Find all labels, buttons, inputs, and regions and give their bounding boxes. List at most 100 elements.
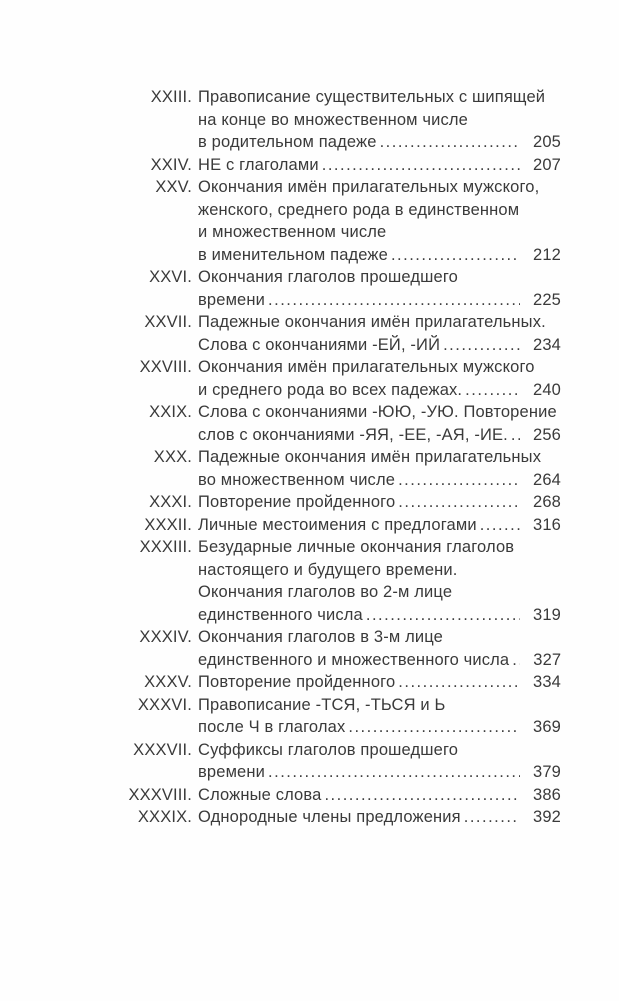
toc-entry-line: Слова с окончаниями -ЮЮ, -УЮ. Повторение (198, 403, 557, 421)
toc-entry: XXXVI. Правописание -ТСЯ, -ТЬСЯ и Ь после … (126, 694, 561, 739)
toc-entry-line-text: Слова с окончаниями -ЕЙ, -ИЙ (198, 335, 441, 354)
toc-entry-line-text: в именительном падеже (198, 245, 388, 264)
toc-entry-page-number: 379 (533, 763, 561, 781)
toc-entry-page-number: 205 (533, 133, 561, 151)
toc-entry-line: Падежные окончания имён прилагательных. (198, 313, 546, 331)
toc-entry-title: Повторение пройденного 268 (198, 491, 561, 514)
toc-entry-line-text: Однородные члены предложения (198, 808, 461, 826)
toc-entry-numeral: XXVII. (144, 313, 192, 331)
dot-leader (380, 131, 520, 154)
toc-entry-page-number: 212 (533, 245, 561, 264)
toc-entry-line: на конце во множественном числе (198, 110, 469, 129)
toc-entry-page-number: 327 (533, 650, 562, 669)
toc-entry-title: Правописание существительных с шипящей на… (198, 86, 561, 154)
toc-entry-page-number: 386 (533, 785, 561, 804)
toc-entry-line: Повторение пройденного 268 (198, 491, 561, 514)
toc-entry-line-text: Сложные слова (198, 785, 322, 804)
toc-entry-page-number: 240 (533, 380, 561, 399)
toc-entry-line: Однородные члены предложения 392 (198, 806, 561, 829)
toc-entry: XXXIII. Безударные личные окончания глаго… (126, 536, 561, 626)
toc-entry-title: Правописание -ТСЯ, -ТЬСЯ и Ь после Ч в гл… (198, 694, 561, 739)
toc-entry-page-number: 319 (533, 605, 561, 624)
toc-entry-line: Окончания глаголов в 3-м лице (198, 628, 444, 646)
toc-entry-line-text: единственного и множественного числа (198, 650, 510, 669)
toc-entry-numeral: XXXIV. (139, 628, 192, 646)
toc-entry: XXVII. Падежные окончания имён прилагател… (126, 311, 561, 356)
toc-entry: XXIV. НЕ с глаголами 207 (126, 154, 561, 177)
toc-entry-numeral: XXIV. (150, 155, 192, 174)
toc-entry-line: Окончания глаголов прошедшего (198, 268, 458, 286)
toc-entry: XXXVII. Суффиксы глаголов прошедшего време… (126, 739, 561, 784)
toc-entry-line: Личные местоимения с предлогами 316 (198, 514, 561, 537)
toc-entry-line-text: Повторение пройденного (198, 493, 396, 511)
dot-leader (391, 244, 520, 267)
toc-entry-line: времени 379 (198, 761, 561, 784)
toc-entry: XXXV. Повторение пройденного 334 (126, 671, 561, 694)
toc-entry-title: Безударные личные окончания глаголов наст… (198, 536, 561, 626)
toc-entry-line: Сложные слова 386 (198, 784, 561, 807)
toc-entry-line: в родительном падеже 205 (198, 131, 561, 154)
toc-entry-line: единственного числа 319 (198, 604, 561, 627)
toc-entry-title: Окончания имён прилагательных мужского и … (198, 356, 561, 401)
toc-entry-page-number: 392 (533, 808, 561, 826)
toc-entry-numeral: XXXVIII. (128, 785, 192, 804)
toc-entry-line-text: во множественном числе (198, 470, 396, 489)
toc-entry: XXVIII. Окончания имён прилагательных муж… (126, 356, 561, 401)
toc-entry-numeral: XXXV. (144, 673, 192, 691)
toc-entry-line-text: слов с окончаниями -ЯЯ, -ЕЕ, -АЯ, -ИЕ. (198, 425, 508, 444)
dot-leader (348, 716, 520, 739)
toc-entry-page-number: 369 (533, 718, 561, 736)
toc-entry: XXXIX. Однородные члены предложения 392 (126, 806, 561, 829)
dot-leader (480, 514, 520, 537)
toc-entry-line: и множественном числе (198, 223, 387, 241)
toc-entry-title: НЕ с глаголами 207 (198, 154, 561, 177)
toc-entry-line: Повторение пройденного 334 (198, 671, 561, 694)
toc-entry: XXXI. Повторение пройденного 268 (126, 491, 561, 514)
toc-entry-line: единственного и множественного числа 327 (198, 649, 561, 672)
toc-entry-line: Окончания имён прилагательных мужского, (198, 178, 540, 196)
dot-leader (268, 761, 520, 784)
toc-entry-line-text: в родительном падеже (198, 133, 377, 151)
toc-entry-line-text: после Ч в глаголах (198, 718, 346, 736)
toc-entry-numeral: XXXIII. (139, 538, 192, 556)
toc-entry-title: Повторение пройденного 334 (198, 671, 561, 694)
toc-entry-line-text: НЕ с глаголами (198, 155, 319, 174)
toc-entry-page-number: 207 (533, 155, 561, 174)
toc-entry: XXVI. Окончания глаголов прошедшего времен… (126, 266, 561, 311)
dot-leader (398, 671, 520, 694)
toc-entry-numeral: XXXIX. (137, 808, 192, 826)
toc-entry-title: Сложные слова 386 (198, 784, 561, 807)
toc-entry-numeral: XXV. (155, 178, 192, 196)
toc-entry-numeral: XXX. (153, 448, 192, 466)
table-of-contents: XXIII. Правописание существительных с шип… (0, 0, 619, 829)
dot-leader (511, 424, 520, 447)
toc-entry-page-number: 268 (533, 493, 561, 511)
toc-entry-title: Падежные окончания имён прилагательных. С… (198, 311, 561, 356)
toc-entry-line: Суффиксы глаголов прошедшего (198, 740, 459, 759)
toc-entry-title: Суффиксы глаголов прошедшего времени 379 (198, 739, 561, 784)
toc-entry-title: Окончания глаголов прошедшего времени 225 (198, 266, 561, 311)
toc-entry-numeral: XXXVII. (133, 740, 192, 759)
toc-entry: XXXVIII. Сложные слова 386 (126, 784, 561, 807)
toc-entry: XXIX. Слова с окончаниями -ЮЮ, -УЮ. Повто… (126, 401, 561, 446)
toc-entry: XXIII. Правописание существительных с шип… (126, 86, 561, 154)
toc-entry-line: Окончания глаголов во 2-м лице (198, 583, 453, 601)
toc-entry-numeral: XXXII. (144, 515, 192, 534)
toc-entry-line: Правописание -ТСЯ, -ТЬСЯ и Ь (198, 695, 446, 714)
toc-entry-line-text: Повторение пройденного (198, 673, 396, 691)
toc-entry-page-number: 334 (533, 673, 561, 691)
toc-entry-title: Однородные члены предложения 392 (198, 806, 561, 829)
dot-leader (398, 469, 520, 492)
toc-entry-line: времени 225 (198, 289, 561, 312)
toc-entry-line-text: времени (198, 290, 266, 309)
toc-entry-line: Слова с окончаниями -ЕЙ, -ИЙ 234 (198, 334, 561, 357)
toc-entry-title: Окончания имён прилагательных мужского, ж… (198, 176, 561, 266)
toc-entry-title: Падежные окончания имён прилагательных во… (198, 446, 561, 491)
toc-entry-line: слов с окончаниями -ЯЯ, -ЕЕ, -АЯ, -ИЕ. 25… (198, 424, 561, 447)
toc-entry-numeral: XXVI. (149, 268, 192, 286)
toc-entry-title: Слова с окончаниями -ЮЮ, -УЮ. Повторение… (198, 401, 561, 446)
dot-leader (465, 379, 520, 402)
toc-entry: XXXIV. Окончания глаголов в 3-м лице единс… (126, 626, 561, 671)
toc-entry-page-number: 264 (533, 470, 561, 489)
